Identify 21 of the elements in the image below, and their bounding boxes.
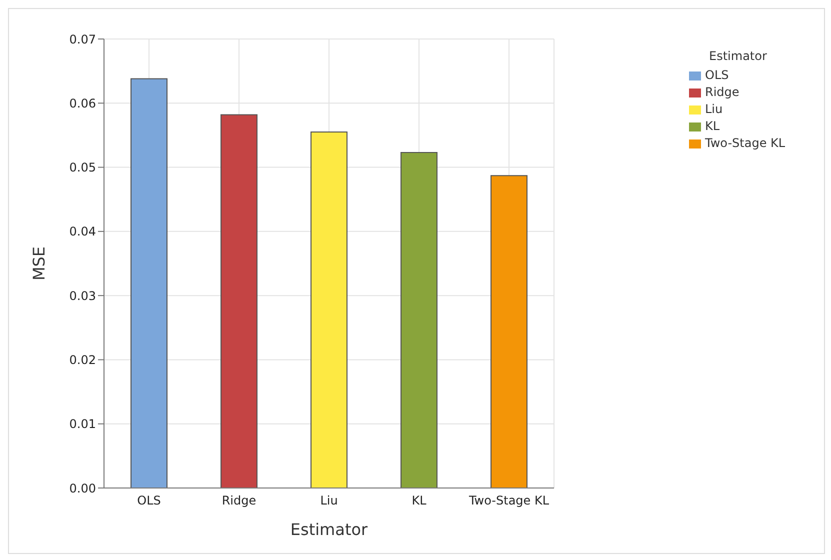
y-tick-label: 0.04 [69,224,96,239]
y-axis-title: MSE [30,246,49,281]
y-tick-label: 0.00 [69,481,96,496]
x-tick-label: KL [412,494,427,508]
legend-title: Estimator [709,49,767,63]
legend-label: Liu [705,102,723,116]
y-tick-label: 0.05 [69,160,96,175]
x-tick-label: Two-Stage KL [468,494,550,508]
x-tick-label: OLS [137,494,161,508]
x-tick-label: Liu [320,494,338,508]
x-axis-title: Estimator [290,520,368,539]
legend-label: KL [705,119,720,133]
x-tick-label: Ridge [222,494,256,508]
legend-label: Two-Stage KL [705,136,786,150]
legend-label: Ridge [705,85,740,99]
y-tick-label: 0.01 [69,417,96,432]
y-tick-label: 0.03 [69,288,96,303]
y-tick-label: 0.02 [69,352,96,367]
y-tick-label: 0.06 [69,96,96,110]
legend-label: OLS [705,68,729,82]
y-tick-label: 0.07 [69,32,96,46]
